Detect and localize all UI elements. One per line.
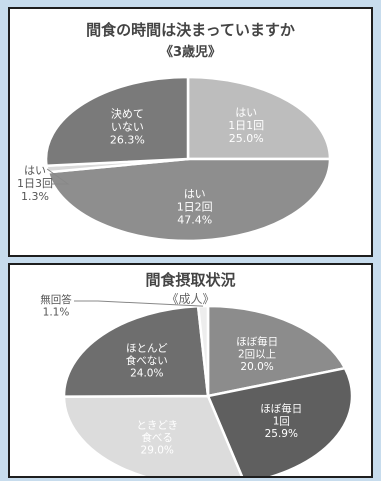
leader-line: [46, 168, 70, 185]
slice-value-label: 29.0%: [141, 445, 174, 457]
chart-subtitle: 《成人》: [166, 292, 215, 306]
slice-label: ときどき: [136, 420, 178, 432]
slice-label: はい: [24, 164, 46, 177]
slice-label: 決めて: [111, 108, 144, 121]
slice-label: 1回: [273, 416, 290, 428]
pie-slice: [46, 157, 332, 243]
slice-label: 1日1回: [228, 119, 264, 132]
slice-label: ほぼ毎日: [260, 402, 302, 415]
pie-chart-adult: ほぼ毎日2回以上20.0%ほぼ毎日1回25.9%ときどき食べる29.0%ほとんど…: [40, 293, 354, 476]
slice-label: 無回答: [40, 293, 72, 306]
pie-slice: [206, 366, 354, 476]
slice-label: 食べない: [126, 354, 168, 367]
slice-label: はい: [235, 106, 257, 119]
chart-subtitle: 《3歳児》: [159, 45, 222, 60]
slice-label: いない: [111, 121, 144, 134]
slice-label: 2回以上: [238, 348, 276, 360]
slice-value-label: 25.0%: [229, 132, 264, 145]
chart-title: 間食の時間は決まっていますか: [86, 21, 295, 39]
slice-label: ほとんど: [126, 343, 168, 355]
pie-slice: [206, 304, 347, 398]
slice-value-label: 47.4%: [177, 213, 212, 226]
slice-value-label: 1.3%: [21, 190, 49, 203]
chart-title: 間食摂取状況: [145, 271, 236, 289]
slice-label: 食べる: [141, 431, 173, 444]
slice-label: 1日2回: [177, 200, 213, 213]
pie-slice: [62, 304, 210, 398]
pie-chart-3yo: はい1日1回25.0%はい1日2回47.4%はい1日3回1.3%決めていない26…: [17, 75, 332, 243]
pie-slice: [62, 394, 244, 476]
slice-value-label: 24.0%: [130, 368, 163, 380]
chart-panel-adult: 間食摂取状況 《成人》 ほぼ毎日 2回以上 20.0% ほぼ毎日 1回 25.9% ときどき…: [8, 263, 373, 478]
slice-label: はい: [184, 187, 206, 200]
chart-panel-3yo: 間食の時間は決まっていますか 《3歳児》 はい 1日1回 25.0% はい 1日2回 47…: [8, 7, 373, 257]
pie-slice: [186, 75, 332, 161]
slice-label: 1日3回: [17, 177, 53, 190]
slice-value-label: 20.0%: [240, 361, 273, 373]
slice-value-label: 26.3%: [110, 134, 145, 147]
slice-value-label: 25.9%: [265, 428, 298, 440]
slice-label: ほぼ毎日: [236, 335, 278, 348]
pie-slice: [44, 75, 190, 168]
leader-line: [74, 300, 204, 307]
slice-value-label: 1.1%: [43, 306, 70, 318]
